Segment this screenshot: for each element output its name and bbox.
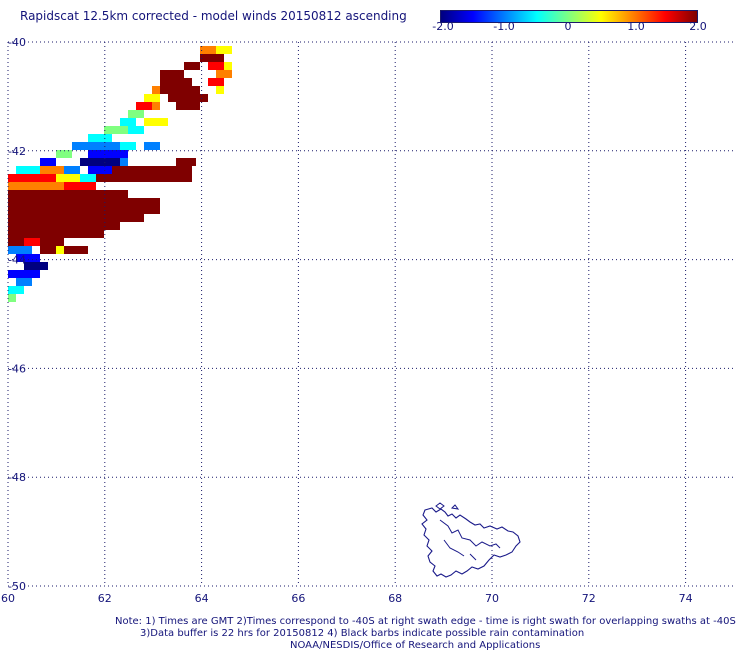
lat-tick-label: -46 — [8, 362, 26, 375]
swath-cell — [216, 46, 232, 54]
lon-tick-label: 62 — [98, 592, 112, 605]
swath-cell — [104, 126, 128, 134]
lon-tick-label: 74 — [679, 592, 693, 605]
swath-cell — [24, 238, 40, 246]
lon-tick-label: 64 — [195, 592, 209, 605]
swath-cell — [176, 158, 196, 166]
swath-cell — [88, 166, 112, 174]
lat-tick-label: -48 — [8, 471, 26, 484]
lon-tick-label: 70 — [485, 592, 499, 605]
swath-cell — [176, 102, 200, 110]
swath-cell — [152, 102, 160, 110]
swath-cell — [136, 102, 152, 110]
swath-cell — [64, 182, 96, 190]
swath-cell — [120, 142, 136, 150]
swath-cell — [168, 94, 208, 102]
swath-cell — [8, 270, 40, 278]
swath-cell — [208, 78, 224, 86]
lon-tick-label: 72 — [582, 592, 596, 605]
swath-cell — [160, 86, 200, 94]
swath-cell — [112, 166, 192, 174]
swath-cell — [56, 246, 64, 254]
swath-cell — [8, 294, 16, 302]
swath-cell — [96, 142, 120, 150]
swath-cell — [56, 150, 72, 158]
swath-cell — [144, 94, 160, 102]
lon-tick-label: 60 — [1, 592, 15, 605]
swath-cell — [8, 246, 32, 254]
chart-title: Rapidscat 12.5km corrected - model winds… — [20, 9, 407, 23]
swath-cell — [200, 54, 224, 62]
swath-cell — [184, 62, 200, 70]
swath-cell — [64, 166, 80, 174]
swath-cell — [8, 230, 104, 238]
swath-cell — [24, 262, 48, 270]
swath-cell — [40, 166, 64, 174]
swath-cell — [128, 110, 144, 118]
swath-cell — [56, 174, 80, 182]
swath-cell — [16, 278, 32, 286]
swath-cell — [80, 174, 96, 182]
colorbar-tick-label: -2.0 — [432, 20, 454, 33]
graticule — [7, 41, 734, 587]
swath-cell — [8, 222, 120, 230]
swath-cell — [144, 142, 160, 150]
swath-cell — [72, 142, 96, 150]
swath-cell — [208, 62, 224, 70]
colorbar-tick-label: -1.0 — [493, 20, 515, 33]
swath-cell — [88, 150, 104, 158]
swath-cell — [104, 150, 128, 158]
kerguelen-island-outline — [421, 502, 521, 578]
lat-tick-label: -44 — [8, 254, 26, 267]
swath-cell — [8, 206, 160, 214]
swath-cell — [200, 46, 216, 54]
lat-tick-label: -50 — [8, 580, 26, 593]
swath-cell — [160, 70, 184, 78]
island-outline — [421, 507, 521, 578]
swath-cell — [224, 62, 232, 70]
swath-cell — [152, 86, 160, 94]
swath-cell — [128, 126, 144, 134]
swath-cell — [144, 118, 168, 126]
wind-difference-field — [8, 46, 232, 302]
lon-tick-label: 68 — [388, 592, 402, 605]
swath-cell — [96, 174, 192, 182]
note-line-2: 3)Data buffer is 22 hrs for 20150812 4) … — [140, 628, 585, 639]
swath-cell — [16, 254, 40, 262]
swath-cell — [40, 158, 56, 166]
swath-cell — [88, 134, 112, 142]
colorbar-tick-label: 1.0 — [627, 20, 645, 33]
islet-outline — [435, 502, 460, 510]
swath-cell — [80, 158, 120, 166]
swath-cell — [8, 174, 56, 182]
colorbar — [440, 10, 698, 23]
swath-cell — [8, 198, 160, 206]
swath-cell — [8, 182, 64, 190]
lat-tick-label: -42 — [8, 145, 26, 158]
swath-cell — [120, 118, 136, 126]
swath-cell — [8, 214, 144, 222]
axes-labels: 60 62 64 66 68 70 72 74 -40 -42 -44 -46 -48 -50 — [1, 36, 693, 605]
swath-cell — [160, 78, 192, 86]
swath-cell — [16, 166, 40, 174]
note-line-1: Note: 1) Times are GMT 2)Times correspon… — [115, 616, 736, 627]
colorbar-tick-label: 0 — [564, 20, 572, 33]
swath-cell — [8, 190, 128, 198]
swath-cell — [120, 158, 128, 166]
island-inner-coast — [439, 519, 501, 561]
lat-tick-label: -40 — [8, 36, 26, 49]
colorbar-tick-label: 2.0 — [689, 20, 707, 33]
swath-cell — [8, 286, 24, 294]
swath-cell — [216, 86, 224, 94]
note-line-3: NOAA/NESDIS/Office of Research and Appli… — [290, 640, 541, 651]
lon-tick-label: 66 — [291, 592, 305, 605]
swath-cell — [216, 70, 232, 78]
